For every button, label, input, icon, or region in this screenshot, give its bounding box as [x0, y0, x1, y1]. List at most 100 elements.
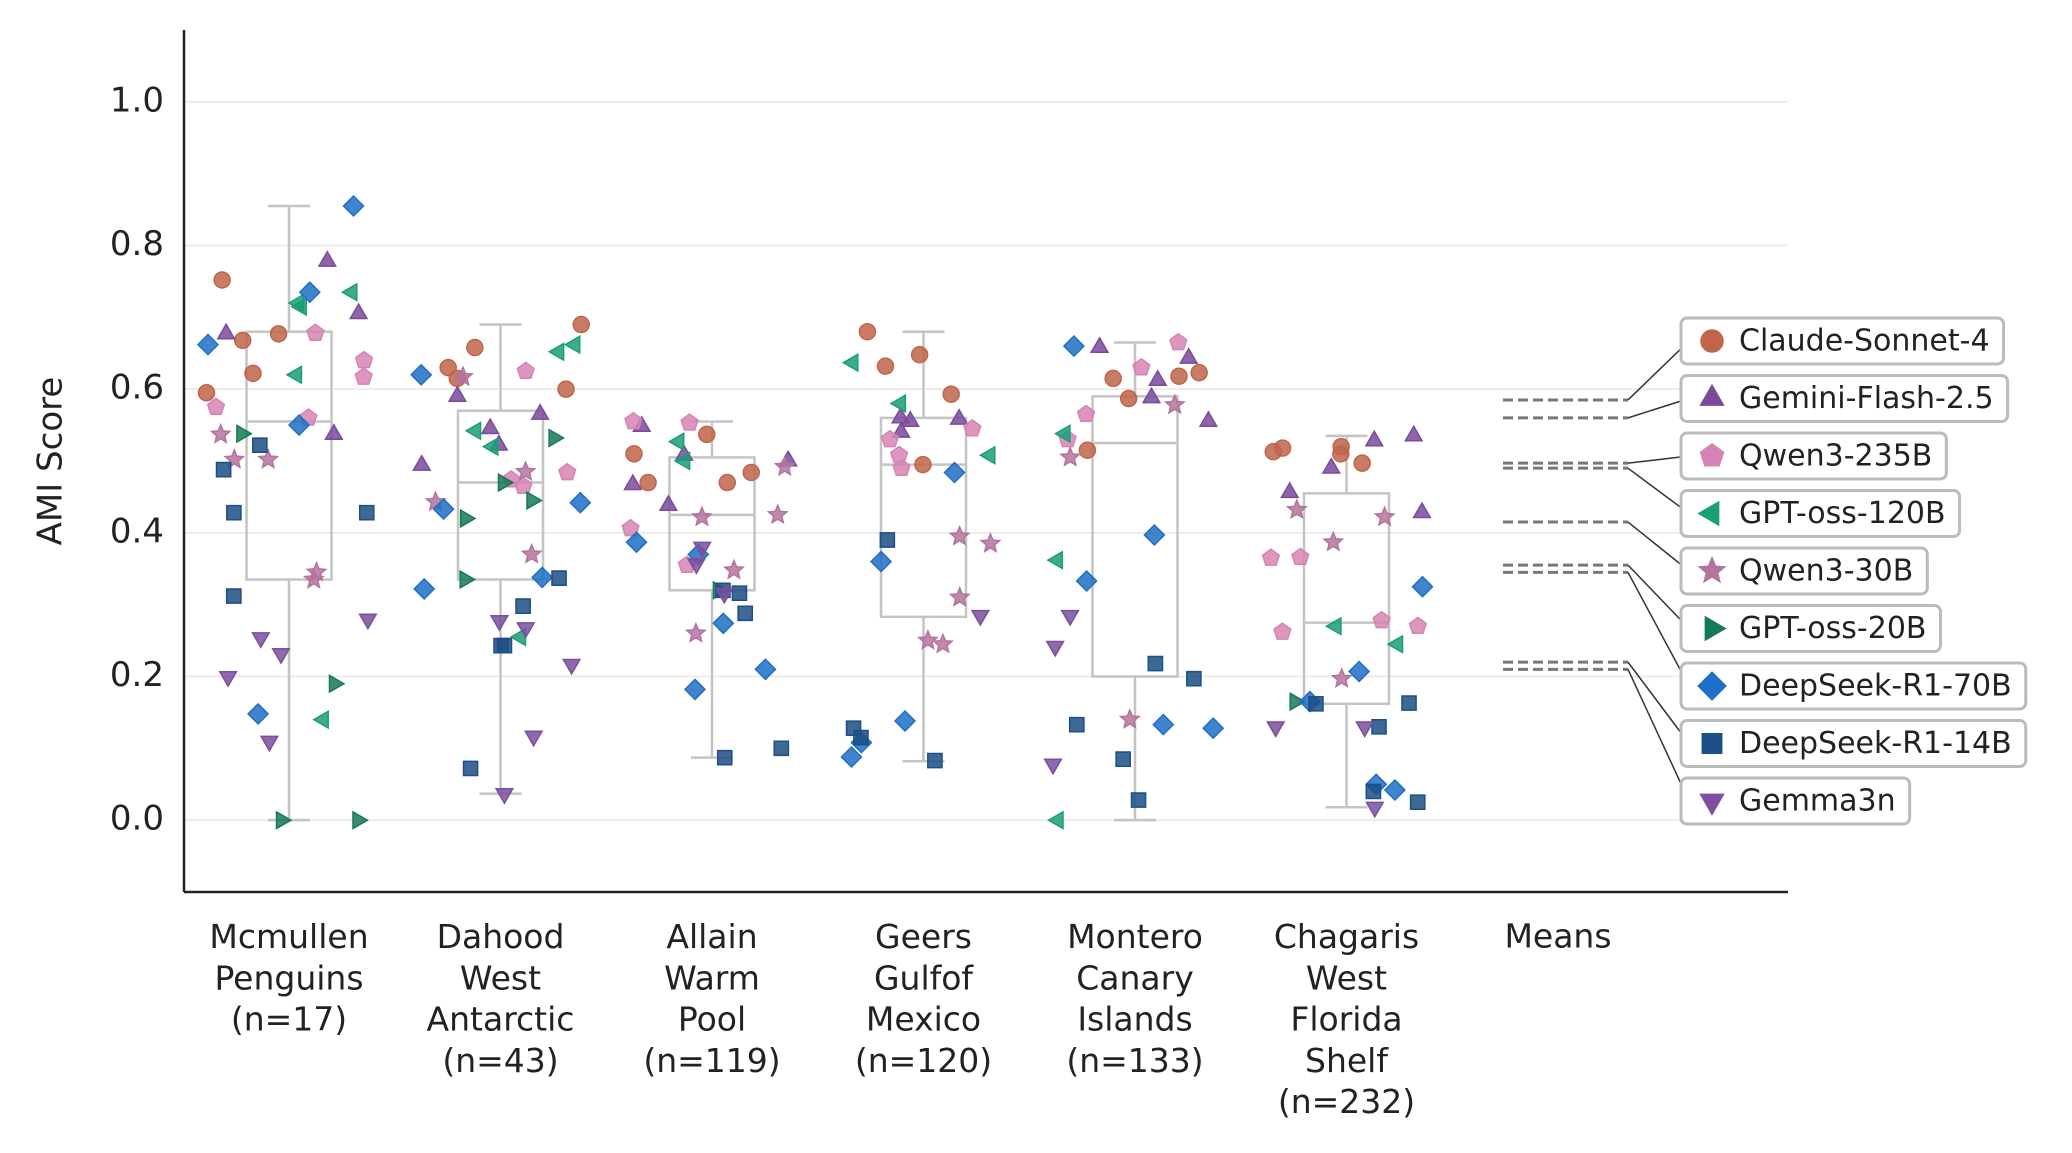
point — [531, 566, 554, 589]
point — [298, 281, 321, 304]
y-axis-label: AMI Score — [31, 377, 71, 546]
point — [1411, 575, 1434, 598]
point — [963, 418, 982, 437]
y-tick-label: 1.0 — [110, 80, 164, 120]
point — [233, 331, 252, 350]
y-tick-label: 0.0 — [110, 799, 164, 839]
point — [916, 629, 939, 650]
point — [683, 678, 707, 701]
point — [1321, 457, 1341, 474]
legend-marker — [1697, 555, 1727, 584]
box — [456, 409, 545, 581]
point — [1289, 692, 1307, 712]
legend-box — [1679, 776, 1912, 826]
legend-marker — [1699, 383, 1725, 406]
y-tick-label: 0.4 — [110, 511, 164, 551]
point — [1364, 429, 1384, 447]
point — [1132, 357, 1151, 376]
point — [1062, 335, 1085, 358]
point — [352, 810, 369, 830]
point — [625, 531, 648, 554]
point — [1047, 810, 1064, 830]
point — [244, 364, 262, 383]
point — [1285, 498, 1308, 520]
point — [317, 250, 337, 267]
point — [1141, 386, 1162, 404]
point — [514, 460, 537, 482]
point — [288, 414, 311, 437]
point — [275, 810, 293, 830]
point — [569, 491, 592, 514]
point — [218, 670, 238, 688]
box — [1302, 492, 1391, 706]
point — [252, 437, 268, 454]
point — [639, 473, 657, 492]
point — [1273, 622, 1292, 640]
point — [1280, 481, 1300, 499]
point — [1291, 547, 1310, 566]
point — [324, 423, 344, 440]
point — [1332, 437, 1350, 456]
point — [879, 532, 896, 548]
point — [1169, 332, 1188, 351]
point — [692, 541, 712, 559]
point — [290, 296, 307, 317]
point — [686, 558, 706, 575]
point — [354, 350, 374, 369]
point — [880, 429, 900, 448]
point — [773, 455, 796, 477]
point — [737, 605, 754, 622]
point — [354, 367, 373, 385]
point — [563, 335, 581, 355]
legend-marker — [1701, 733, 1723, 754]
point — [1143, 523, 1166, 547]
point — [625, 445, 643, 463]
point — [716, 749, 733, 766]
legend-box — [1679, 661, 2028, 711]
point — [328, 674, 346, 694]
point — [562, 658, 582, 676]
point — [1115, 751, 1131, 767]
legend-label: GPT-oss-120B — [1739, 496, 1946, 531]
legend-label: Qwen3-235B — [1739, 439, 1932, 474]
point — [889, 393, 907, 414]
point — [447, 385, 467, 402]
y-tick-label: 0.6 — [110, 368, 164, 408]
point — [773, 740, 790, 757]
y-tick-label: 0.8 — [110, 224, 164, 264]
point — [1324, 616, 1342, 636]
point — [673, 451, 691, 471]
point — [312, 710, 329, 730]
point — [927, 752, 943, 769]
x-tick-label: Allain Warm Pool (n=119) — [643, 917, 780, 1080]
legend-label: Qwen3-30B — [1739, 554, 1913, 589]
connector — [1627, 669, 1690, 802]
legend-box — [1679, 316, 2006, 366]
point — [722, 558, 745, 580]
point — [432, 498, 455, 521]
point — [970, 609, 991, 627]
point — [1355, 721, 1375, 738]
point — [1043, 758, 1063, 776]
x-tick-label: Means — [1504, 917, 1611, 956]
point — [889, 445, 909, 464]
legend-box — [1679, 374, 2010, 423]
point — [623, 473, 643, 491]
point — [515, 598, 531, 614]
point — [247, 702, 270, 725]
connector — [1627, 661, 1690, 744]
point — [979, 532, 1002, 553]
point — [1147, 655, 1164, 672]
box — [1091, 395, 1179, 678]
point — [731, 585, 748, 601]
point — [412, 454, 432, 471]
legend-item: DeepSeek-R1-14B — [1679, 719, 2028, 768]
connector — [1627, 455, 1690, 464]
point — [349, 302, 369, 320]
point — [269, 325, 288, 343]
point — [516, 622, 536, 639]
point — [1170, 367, 1188, 385]
legend-marker — [1700, 329, 1724, 353]
point — [1198, 410, 1218, 428]
